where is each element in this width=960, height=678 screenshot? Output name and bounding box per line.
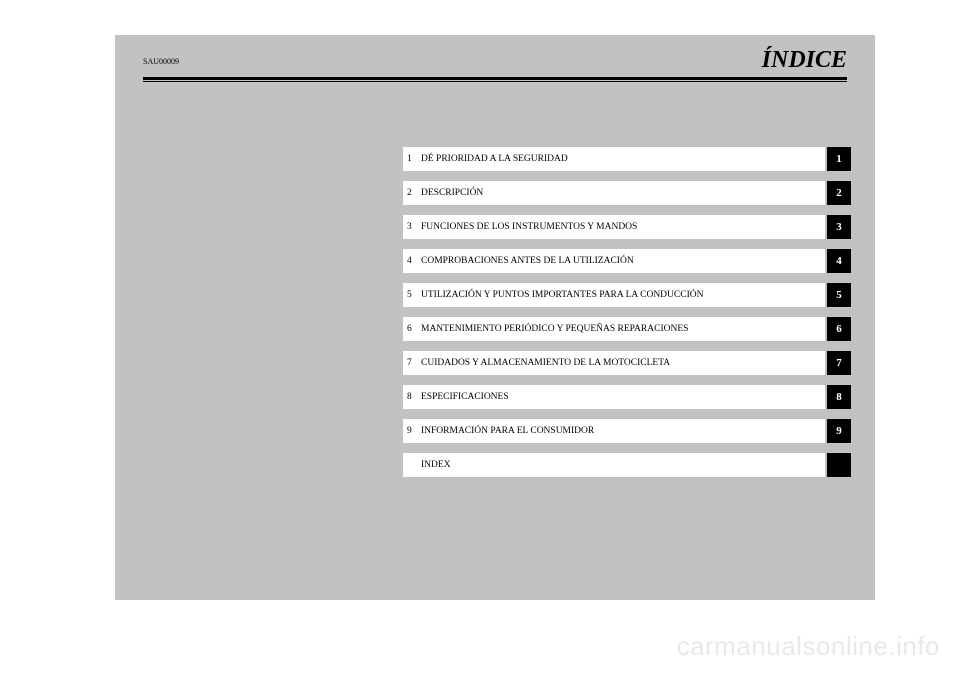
toc-row-inner: 5UTILIZACIÓN Y PUNTOS IMPORTANTES PARA L… (403, 283, 851, 307)
toc-label: 7CUIDADOS Y ALMACENAMIENTO DE LA MOTOCIC… (403, 351, 825, 375)
page-title: ÍNDICE (762, 47, 847, 74)
toc-row-inner: 9INFORMACIÓN PARA EL CONSUMIDOR9 (403, 419, 851, 443)
toc-chapter-number: 4 (407, 256, 421, 266)
toc-chapter-number: 8 (407, 392, 421, 402)
toc-label: INDEX (403, 453, 825, 477)
toc-row: 5UTILIZACIÓN Y PUNTOS IMPORTANTES PARA L… (403, 283, 851, 307)
toc-label: 9INFORMACIÓN PARA EL CONSUMIDOR (403, 419, 825, 443)
toc-tab: 6 (827, 317, 851, 341)
toc-chapter-number: 3 (407, 222, 421, 232)
toc-label: 8ESPECIFICACIONES (403, 385, 825, 409)
toc-tab: 9 (827, 419, 851, 443)
toc-tab: 5 (827, 283, 851, 307)
toc-tab: 7 (827, 351, 851, 375)
toc-chapter-title: COMPROBACIONES ANTES DE LA UTILIZACIÓN (421, 256, 634, 266)
toc-tab: 1 (827, 147, 851, 171)
toc-tab: 2 (827, 181, 851, 205)
toc-row: 6MANTENIMIENTO PERIÓDICO Y PEQUEÑAS REPA… (403, 317, 851, 341)
toc-chapter-title: INFORMACIÓN PARA EL CONSUMIDOR (421, 426, 594, 436)
toc-row: 2DESCRIPCIÓN2 (403, 181, 851, 205)
toc-chapter-number: 5 (407, 290, 421, 300)
toc-row-inner: INDEX (403, 453, 851, 477)
toc-row-inner: 8ESPECIFICACIONES8 (403, 385, 851, 409)
toc-row-inner: 7CUIDADOS Y ALMACENAMIENTO DE LA MOTOCIC… (403, 351, 851, 375)
toc-chapter-number: 1 (407, 154, 421, 164)
toc-label: 1DÉ PRIORIDAD A LA SEGURIDAD (403, 147, 825, 171)
toc-chapter-title: UTILIZACIÓN Y PUNTOS IMPORTANTES PARA LA… (421, 290, 703, 300)
toc-row: 7CUIDADOS Y ALMACENAMIENTO DE LA MOTOCIC… (403, 351, 851, 375)
document-page: SAU00009 ÍNDICE 1DÉ PRIORIDAD A LA SEGUR… (115, 35, 875, 600)
toc-chapter-title: INDEX (421, 460, 451, 470)
toc-chapter-number: 7 (407, 358, 421, 368)
toc-tab: 8 (827, 385, 851, 409)
toc-row: 1DÉ PRIORIDAD A LA SEGURIDAD1 (403, 147, 851, 171)
toc-chapter-title: FUNCIONES DE LOS INSTRUMENTOS Y MANDOS (421, 222, 637, 232)
toc-label: 3FUNCIONES DE LOS INSTRUMENTOS Y MANDOS (403, 215, 825, 239)
toc-row-inner: 1DÉ PRIORIDAD A LA SEGURIDAD1 (403, 147, 851, 171)
toc-row: 8ESPECIFICACIONES8 (403, 385, 851, 409)
header-rule-thin (143, 81, 847, 82)
toc-chapter-number: 2 (407, 188, 421, 198)
toc-row: INDEX (403, 453, 851, 477)
table-of-contents: 1DÉ PRIORIDAD A LA SEGURIDAD12DESCRIPCIÓ… (403, 147, 851, 487)
toc-chapter-title: MANTENIMIENTO PERIÓDICO Y PEQUEÑAS REPAR… (421, 324, 688, 334)
watermark: carmanualsonline.info (677, 631, 940, 662)
toc-row-inner: 2DESCRIPCIÓN2 (403, 181, 851, 205)
toc-chapter-title: CUIDADOS Y ALMACENAMIENTO DE LA MOTOCICL… (421, 358, 670, 368)
toc-label: 4COMPROBACIONES ANTES DE LA UTILIZACIÓN (403, 249, 825, 273)
toc-row: 3FUNCIONES DE LOS INSTRUMENTOS Y MANDOS3 (403, 215, 851, 239)
toc-row: 9INFORMACIÓN PARA EL CONSUMIDOR9 (403, 419, 851, 443)
toc-label: 5UTILIZACIÓN Y PUNTOS IMPORTANTES PARA L… (403, 283, 825, 307)
header-code: SAU00009 (143, 57, 179, 66)
header-rule-thick (143, 77, 847, 80)
toc-row-inner: 3FUNCIONES DE LOS INSTRUMENTOS Y MANDOS3 (403, 215, 851, 239)
toc-label: 6MANTENIMIENTO PERIÓDICO Y PEQUEÑAS REPA… (403, 317, 825, 341)
toc-row-inner: 6MANTENIMIENTO PERIÓDICO Y PEQUEÑAS REPA… (403, 317, 851, 341)
toc-chapter-number: 6 (407, 324, 421, 334)
toc-chapter-title: DÉ PRIORIDAD A LA SEGURIDAD (421, 154, 568, 164)
toc-row: 4COMPROBACIONES ANTES DE LA UTILIZACIÓN4 (403, 249, 851, 273)
toc-tab: 3 (827, 215, 851, 239)
toc-row-inner: 4COMPROBACIONES ANTES DE LA UTILIZACIÓN4 (403, 249, 851, 273)
toc-chapter-number: 9 (407, 426, 421, 436)
toc-chapter-title: ESPECIFICACIONES (421, 392, 509, 402)
toc-label: 2DESCRIPCIÓN (403, 181, 825, 205)
toc-tab: 4 (827, 249, 851, 273)
toc-tab (827, 453, 851, 477)
toc-chapter-title: DESCRIPCIÓN (421, 188, 483, 198)
